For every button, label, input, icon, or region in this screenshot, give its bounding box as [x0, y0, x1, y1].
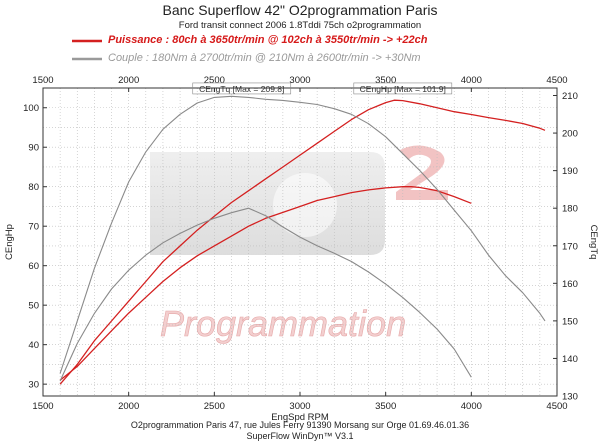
annotations: CEngTq [Max = 209.8] CEngHp [Max = 101.9] [192, 82, 453, 95]
y-axis-label-right: CEngTq [588, 225, 599, 260]
y-tick-label-right: 170 [562, 241, 578, 252]
x-axis-label: EngSpd RPM [271, 412, 329, 423]
legend-power-label: Puissance : 80ch à 3650tr/min @ 102ch à … [108, 34, 428, 46]
annotation-label: CEngTq [Max = 209.8] [199, 84, 284, 94]
y-tick-label-left: 40 [28, 340, 39, 351]
x-tick-label-bottom: 1500 [32, 401, 53, 412]
y-tick-label-left: 30 [28, 380, 39, 391]
footer-software: SuperFlow WinDyn™ V3.1 [246, 431, 354, 441]
x-tick-label-top: 2000 [118, 75, 139, 86]
series-torque-tuned [59, 95, 546, 374]
y-tick-label-right: 210 [562, 91, 578, 102]
x-tick-label-bottom: 4000 [461, 401, 482, 412]
legend-power: Puissance : 80ch à 3650tr/min @ 102ch à … [108, 34, 428, 46]
x-tick-label-bottom: 4500 [546, 401, 567, 412]
y-axis-label-left: CEngHp [4, 224, 15, 260]
series-power-stock [59, 186, 472, 381]
x-tick-label-top: 3000 [289, 75, 310, 86]
series-power-tuned [59, 99, 546, 385]
y-tick-label-right: 180 [562, 204, 578, 215]
y-tick-label-right: 140 [562, 354, 578, 365]
x-tick-label-bottom: 2000 [118, 401, 139, 412]
x-tick-label-top: 3500 [375, 75, 396, 86]
footer-address: O2programmation Paris 47, rue Jules Ferr… [130, 420, 470, 430]
watermark-logo-block [150, 152, 385, 255]
chart-subtitle: Ford transit connect 2006 1.8Tddi 75ch o… [178, 20, 422, 31]
y-tick-label-left: 50 [28, 301, 39, 312]
x-tick-label-bottom: 3000 [289, 401, 310, 412]
annotation-label: CEngHp [Max = 101.9] [360, 84, 446, 94]
y-tick-label-right: 200 [562, 129, 578, 140]
x-tick-label-bottom: 3500 [375, 401, 396, 412]
x-tick-label-bottom: 2500 [204, 401, 225, 412]
annotation-box [353, 82, 453, 95]
axes: 1500 1500 2000 2000 2500 2500 3000 3000 3500 3500… [4, 75, 599, 423]
x-tick-label-top: 2500 [204, 75, 225, 86]
chart-title: Banc Superflow 42" O2programmation Paris [162, 2, 438, 18]
y-tick-label-right: 150 [562, 316, 578, 327]
y-tick-label-left: 90 [28, 143, 39, 154]
y-tick-label-right: 130 [562, 392, 578, 403]
legend-torque-label: Couple : 180Nm à 2700tr/min @ 210Nm à 26… [108, 52, 421, 64]
watermark: Programmation [150, 145, 448, 344]
y-tick-label-left: 80 [28, 182, 39, 193]
y-tick-label-left: 100 [23, 103, 39, 114]
series-layer [59, 95, 546, 385]
x-tick-label-top: 1500 [32, 75, 53, 86]
y-tick-label-right: 160 [562, 279, 578, 290]
y-tick-label-left: 60 [28, 261, 39, 272]
x-tick-label-top: 4500 [546, 75, 567, 86]
legend-torque: Couple : 180Nm à 2700tr/min @ 210Nm à 26… [108, 52, 421, 64]
annotation-box [192, 82, 292, 95]
y-tick-label-left: 70 [28, 222, 39, 233]
y-tick-label-right: 190 [562, 166, 578, 177]
series-torque-stock [59, 207, 472, 382]
x-tick-label-top: 4000 [461, 75, 482, 86]
